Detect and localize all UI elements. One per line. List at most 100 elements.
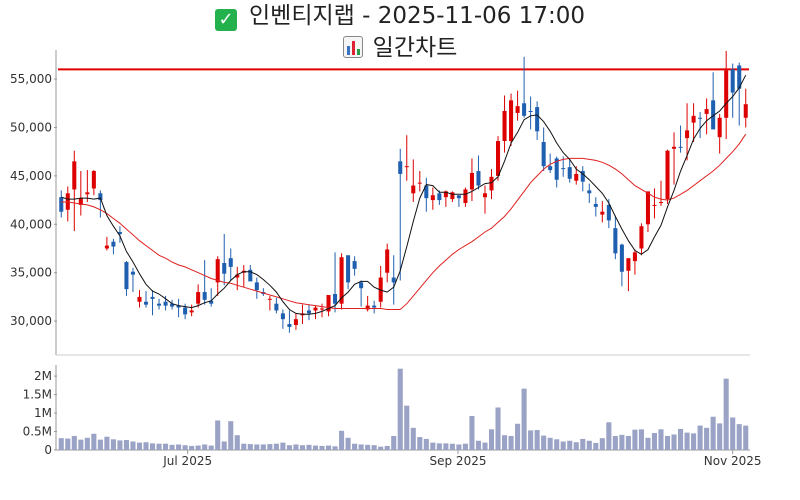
candlestick (482, 185, 488, 214)
candle-body (541, 141, 546, 167)
candlestick (248, 264, 253, 282)
candle-body (658, 202, 664, 204)
volume-bar (78, 439, 84, 450)
candle-body (365, 305, 370, 310)
volume-bar (404, 405, 410, 450)
candle-body (717, 117, 722, 138)
candle-body (150, 296, 155, 299)
candlestick (411, 159, 416, 203)
volume-bar (241, 443, 247, 450)
candlestick (632, 249, 637, 275)
chart-title-text: 인벤티지랩 - 2025-11-06 17:00 (249, 3, 585, 29)
volume-bar (612, 435, 618, 450)
volume-bar (743, 425, 749, 450)
candlestick (91, 170, 96, 196)
candlestick (222, 233, 227, 286)
candlestick (424, 177, 429, 212)
candlestick (306, 304, 311, 321)
candlestick (515, 90, 520, 121)
volume-bar (299, 445, 305, 450)
candlestick (450, 191, 455, 203)
candle-body (645, 191, 650, 225)
volume-bar (443, 443, 449, 450)
candlestick (737, 62, 742, 126)
candlestick (730, 63, 735, 118)
candlestick (613, 215, 618, 260)
candle-body (326, 294, 331, 312)
candlestick (124, 261, 129, 296)
candlestick (85, 170, 90, 203)
candle-body (111, 241, 116, 247)
candlestick (326, 294, 331, 317)
volume-bar (195, 445, 201, 450)
candlestick (157, 298, 162, 310)
moving-average-lines (61, 74, 747, 315)
candlestick (293, 313, 298, 330)
volume-bar (586, 440, 592, 450)
volume-bar (189, 445, 195, 450)
candlestick (567, 159, 572, 183)
candlestick (215, 256, 220, 296)
volume-bar (234, 435, 240, 450)
candlestick (65, 186, 70, 222)
volume-bar (182, 445, 188, 450)
volume-bar (606, 422, 612, 450)
volume-bar (325, 445, 332, 450)
candle-body (293, 319, 298, 325)
candlestick (522, 56, 527, 118)
candlestick (209, 288, 214, 307)
candle-body (124, 262, 129, 290)
candle-body (711, 100, 716, 130)
candle-body (698, 117, 703, 119)
volume-bar (684, 432, 690, 450)
candle-body (567, 167, 572, 179)
candlestick (724, 50, 729, 140)
volume-tick-label: 0 (44, 443, 52, 457)
candle-body (222, 263, 227, 274)
candlestick (580, 166, 585, 192)
candle-body (463, 189, 468, 203)
volume-bar (541, 435, 547, 450)
candle-body (554, 158, 559, 180)
candle-body (404, 166, 409, 168)
candlestick (658, 180, 664, 206)
candle-body (313, 307, 318, 311)
candle-body (437, 193, 442, 201)
candle-body (163, 301, 168, 306)
volume-bar (397, 368, 403, 450)
candlestick (319, 303, 325, 318)
bar-chart-icon (342, 36, 363, 58)
volume-bar (469, 416, 475, 450)
volume-bar (534, 430, 540, 450)
candlestick (717, 113, 722, 154)
volume-bar (515, 423, 521, 450)
volume-bar (143, 442, 149, 450)
price-tick-label: 50,000 (10, 120, 52, 134)
candle-body (59, 197, 64, 212)
candle-body (98, 193, 103, 201)
candle-body (626, 258, 631, 271)
candle-body (209, 300, 214, 304)
candle-body (333, 294, 338, 304)
volume-bar (221, 441, 227, 450)
date-tick-label: Nov 2025 (704, 454, 762, 468)
candlestick (502, 95, 507, 153)
candle-body (319, 308, 325, 310)
volume-bar (110, 439, 116, 450)
candle-body (215, 259, 220, 283)
volume-bar (462, 443, 468, 450)
candle-body (385, 249, 390, 273)
candle-body (672, 146, 677, 149)
volume-bar (567, 440, 573, 450)
candle-body (535, 107, 540, 132)
volume-bar (723, 378, 729, 450)
volume-bar (430, 442, 436, 450)
volume-bar (658, 429, 664, 450)
candle-body (587, 190, 592, 194)
candle-body (528, 111, 533, 112)
price-tick-label: 40,000 (10, 217, 52, 231)
candle-body (606, 204, 611, 221)
candlestick (170, 299, 175, 310)
price-panel: 30,000 35,000 40,000 45,000 50,000 55,000 (10, 50, 750, 356)
candlestick (509, 93, 514, 146)
